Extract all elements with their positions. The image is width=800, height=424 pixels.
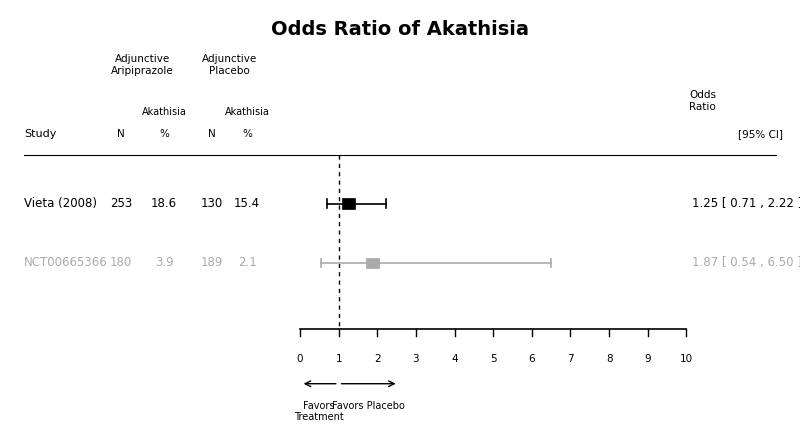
Text: Odds
Ratio: Odds Ratio <box>689 90 716 112</box>
Text: 2.1: 2.1 <box>238 257 257 269</box>
Text: [95% CI]: [95% CI] <box>738 129 782 139</box>
Text: 7: 7 <box>567 354 574 364</box>
Bar <box>366 258 378 268</box>
Text: 8: 8 <box>606 354 613 364</box>
Text: Akathisia: Akathisia <box>225 106 270 117</box>
Text: %: % <box>159 129 169 139</box>
Text: %: % <box>242 129 252 139</box>
Text: NCT00665366: NCT00665366 <box>24 257 108 269</box>
Text: 5: 5 <box>490 354 497 364</box>
Text: Adjunctive
Aripiprazole: Adjunctive Aripiprazole <box>111 54 174 76</box>
Text: 18.6: 18.6 <box>151 197 177 210</box>
Text: 0: 0 <box>297 354 303 364</box>
Text: N: N <box>208 129 216 139</box>
Text: 4: 4 <box>451 354 458 364</box>
Text: 1.25 [ 0.71 , 2.22 ]: 1.25 [ 0.71 , 2.22 ] <box>692 197 800 210</box>
Text: 180: 180 <box>110 257 132 269</box>
Text: Odds Ratio of Akathisia: Odds Ratio of Akathisia <box>271 20 529 39</box>
Text: Vieta (2008): Vieta (2008) <box>24 197 97 210</box>
Text: N: N <box>117 129 125 139</box>
Text: 3: 3 <box>413 354 419 364</box>
Bar <box>342 198 354 209</box>
Text: Favors Placebo: Favors Placebo <box>332 401 406 411</box>
Text: 6: 6 <box>529 354 535 364</box>
Text: Favors
Treatment: Favors Treatment <box>294 401 343 422</box>
Text: 189: 189 <box>201 257 223 269</box>
Text: 3.9: 3.9 <box>154 257 174 269</box>
Text: Adjunctive
Placebo: Adjunctive Placebo <box>202 54 258 76</box>
Text: 9: 9 <box>645 354 651 364</box>
Text: 1: 1 <box>335 354 342 364</box>
Text: 253: 253 <box>110 197 132 210</box>
Text: 1.87 [ 0.54 , 6.50 ]: 1.87 [ 0.54 , 6.50 ] <box>692 257 800 269</box>
Text: 2: 2 <box>374 354 381 364</box>
Text: 130: 130 <box>201 197 223 210</box>
Text: 10: 10 <box>680 354 693 364</box>
Text: 15.4: 15.4 <box>234 197 260 210</box>
Text: Akathisia: Akathisia <box>142 106 186 117</box>
Text: Study: Study <box>24 129 56 139</box>
